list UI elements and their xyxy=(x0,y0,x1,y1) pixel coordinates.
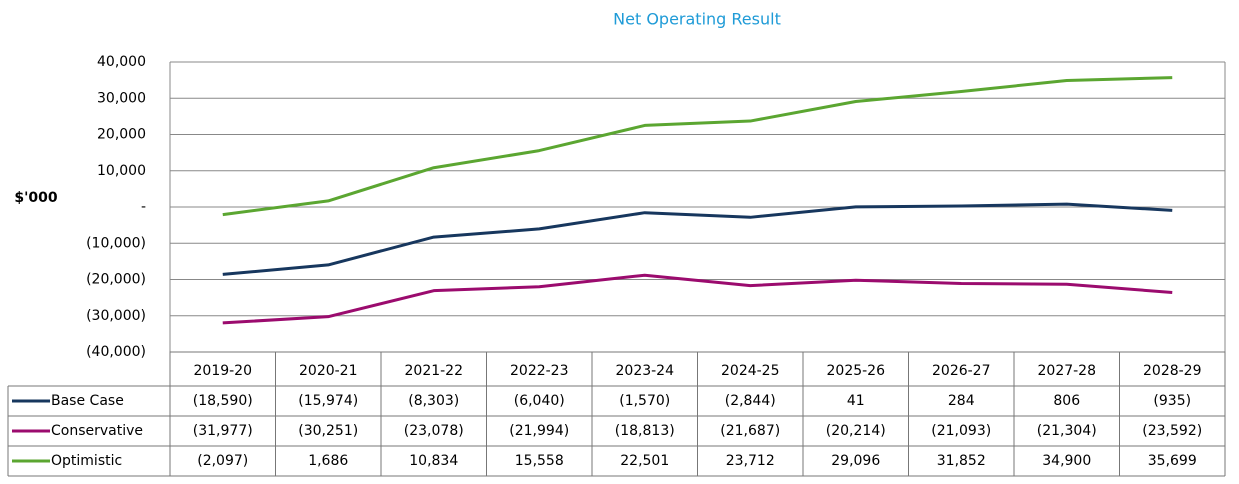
data-label: (31,977) xyxy=(193,423,253,439)
data-label: (15,974) xyxy=(298,393,358,409)
data-label: (21,093) xyxy=(931,423,991,439)
x-tick-label: 2024-25 xyxy=(721,363,780,379)
data-label: (8,303) xyxy=(408,393,459,409)
data-label: (2,844) xyxy=(725,393,776,409)
series-line xyxy=(222,76,1173,217)
y-tick-label: 10,000 xyxy=(97,163,146,179)
data-label: 29,096 xyxy=(831,453,880,469)
series-line xyxy=(222,273,1173,325)
x-tick-label: 2022-23 xyxy=(510,363,569,379)
data-label: 34,900 xyxy=(1042,453,1091,469)
series-line xyxy=(222,202,1173,276)
x-tick-label: 2021-22 xyxy=(405,363,464,379)
y-tick-label: 20,000 xyxy=(97,127,146,143)
data-label: 15,558 xyxy=(515,453,564,469)
data-label: (20,214) xyxy=(826,423,886,439)
x-tick-label: 2027-28 xyxy=(1038,363,1097,379)
data-label: (1,570) xyxy=(619,393,670,409)
y-tick-label: - xyxy=(141,199,146,215)
data-label: 284 xyxy=(948,393,975,409)
data-label: (21,304) xyxy=(1037,423,1097,439)
y-tick-label: (20,000) xyxy=(86,272,146,288)
y-tick-label: (30,000) xyxy=(86,308,146,324)
data-label: 41 xyxy=(847,393,865,409)
data-label: (6,040) xyxy=(514,393,565,409)
data-label: 31,852 xyxy=(937,453,986,469)
data-label: 23,712 xyxy=(726,453,775,469)
data-label: 806 xyxy=(1053,393,1080,409)
data-label: (23,078) xyxy=(404,423,464,439)
data-label: (23,592) xyxy=(1142,423,1202,439)
x-tick-label: 2023-24 xyxy=(616,363,675,379)
y-axis-label: $'000 xyxy=(14,190,58,206)
data-label: 22,501 xyxy=(620,453,669,469)
data-label: (18,590) xyxy=(193,393,253,409)
legend-label: Base Case xyxy=(51,393,124,409)
y-tick-label: (10,000) xyxy=(86,235,146,251)
x-tick-label: 2019-20 xyxy=(194,363,253,379)
data-label: (30,251) xyxy=(298,423,358,439)
y-tick-label: 30,000 xyxy=(97,90,146,106)
legend-label: Conservative xyxy=(51,423,143,439)
data-label: (21,994) xyxy=(509,423,569,439)
y-tick-label: (40,000) xyxy=(86,344,146,360)
data-label: (935) xyxy=(1153,393,1191,409)
y-tick-label: 40,000 xyxy=(97,54,146,70)
data-label: (18,813) xyxy=(615,423,675,439)
x-tick-label: 2026-27 xyxy=(932,363,991,379)
chart-title: Net Operating Result xyxy=(613,10,781,29)
data-label: 35,699 xyxy=(1148,453,1197,469)
x-tick-label: 2020-21 xyxy=(299,363,358,379)
x-tick-label: 2028-29 xyxy=(1143,363,1202,379)
legend-label: Optimistic xyxy=(51,453,122,469)
data-label: 1,686 xyxy=(308,453,348,469)
x-tick-label: 2025-26 xyxy=(827,363,886,379)
data-label: (2,097) xyxy=(197,453,248,469)
data-label: (21,687) xyxy=(720,423,780,439)
data-label: 10,834 xyxy=(409,453,458,469)
